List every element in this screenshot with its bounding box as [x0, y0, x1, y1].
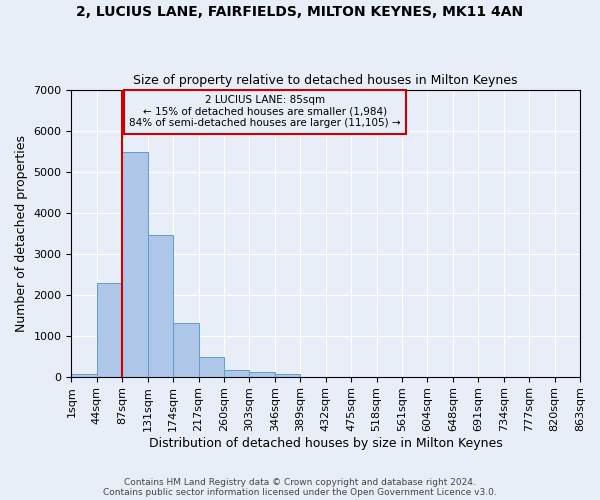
Bar	[122, 152, 148, 376]
Bar	[148, 235, 173, 376]
Bar	[71, 374, 97, 376]
Bar	[224, 370, 250, 376]
Bar	[199, 357, 224, 376]
Text: Contains HM Land Registry data © Crown copyright and database right 2024.
Contai: Contains HM Land Registry data © Crown c…	[103, 478, 497, 497]
Bar	[97, 283, 122, 376]
Text: 2 LUCIUS LANE: 85sqm
← 15% of detached houses are smaller (1,984)
84% of semi-de: 2 LUCIUS LANE: 85sqm ← 15% of detached h…	[129, 96, 400, 128]
Bar	[275, 374, 300, 376]
Y-axis label: Number of detached properties: Number of detached properties	[15, 134, 28, 332]
Title: Size of property relative to detached houses in Milton Keynes: Size of property relative to detached ho…	[133, 74, 518, 87]
Bar	[173, 323, 199, 376]
Bar	[250, 372, 275, 376]
X-axis label: Distribution of detached houses by size in Milton Keynes: Distribution of detached houses by size …	[149, 437, 503, 450]
Text: 2, LUCIUS LANE, FAIRFIELDS, MILTON KEYNES, MK11 4AN: 2, LUCIUS LANE, FAIRFIELDS, MILTON KEYNE…	[76, 5, 524, 19]
